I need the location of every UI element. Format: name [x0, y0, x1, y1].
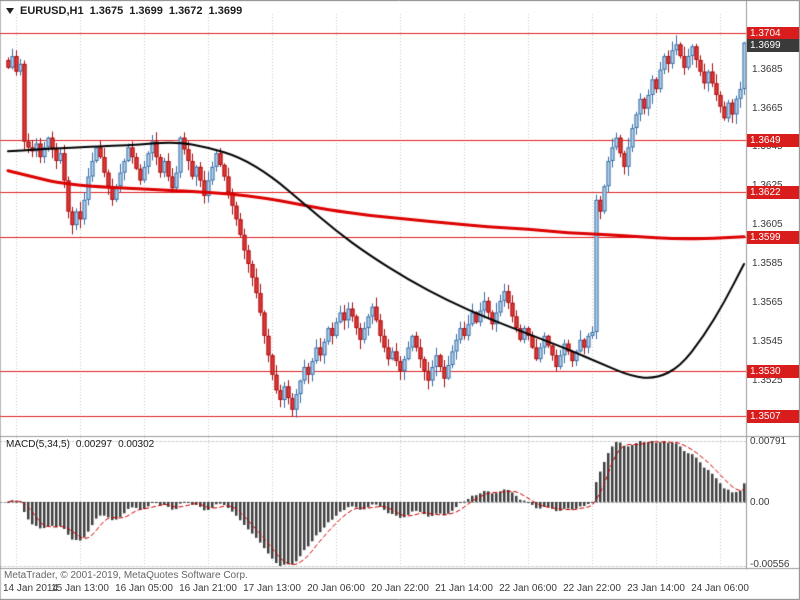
- symbol-timeframe-label: EURUSD,H1: [20, 5, 84, 17]
- x-axis-label: 17 Jan 13:00: [243, 583, 301, 594]
- price-axis-label: 1.3565: [752, 297, 783, 308]
- ohlc-close-value: 1.3699: [208, 5, 243, 17]
- price-axis-label: 1.3605: [752, 219, 783, 230]
- copyright-text: MetaTrader, © 2001-2019, MetaQuotes Soft…: [4, 570, 248, 581]
- x-axis-label: 16 Jan 21:00: [179, 583, 237, 594]
- price-level-badge: 1.3649: [747, 134, 799, 147]
- ohlc-open-value: 1.3675: [89, 5, 124, 17]
- macd-name: MACD(5,34,5): [6, 439, 70, 450]
- chart-shift-icon: [6, 8, 14, 14]
- x-axis-label: 22 Jan 22:00: [563, 583, 621, 594]
- macd-axis-zero-label: 0.00: [750, 497, 770, 508]
- price-axis-label: 1.3625: [752, 180, 783, 192]
- macd-main-value: 0.00297: [75, 439, 113, 450]
- price-axis-label: 1.3665: [752, 103, 783, 114]
- x-axis-label: 20 Jan 06:00: [307, 583, 365, 594]
- price-level-badge: 1.3507: [747, 410, 799, 423]
- x-axis-label: 15 Jan 13:00: [51, 583, 109, 594]
- price-axis-label: 1.3545: [752, 336, 783, 347]
- macd-signal-value: 0.00302: [118, 439, 155, 450]
- price-level-badge: 1.3622: [747, 186, 799, 199]
- ohlc-low-value: 1.3672: [168, 5, 203, 17]
- x-axis-label: 23 Jan 14:00: [627, 583, 685, 594]
- price-axis-label: 1.3685: [752, 64, 783, 75]
- macd-indicator-label: MACD(5,34,5) 0.00297 0.00302: [6, 439, 154, 450]
- x-axis-label: 22 Jan 06:00: [499, 583, 557, 594]
- price-axis-label: 1.3525: [752, 375, 783, 386]
- macd-axis-max-label: 0.00791: [750, 436, 787, 447]
- price-level-badge: 1.3599: [747, 231, 799, 244]
- price-level-badge: 1.3530: [747, 365, 799, 378]
- x-axis-label: 16 Jan 05:00: [115, 583, 173, 594]
- chart-header: EURUSD,H1 1.3675 1.3699 1.3672 1.3699: [6, 5, 242, 17]
- x-axis-label: 24 Jan 06:00: [691, 583, 749, 594]
- price-axis-label: 1.3585: [752, 258, 783, 269]
- price-level-badge: 1.3704: [747, 27, 799, 40]
- x-axis-label: 20 Jan 22:00: [371, 583, 429, 594]
- current-price-badge: 1.3699: [747, 39, 799, 52]
- ohlc-high-value: 1.3699: [129, 5, 163, 17]
- macd-axis-min-label: -0.00556: [750, 559, 790, 570]
- x-axis-label: 14 Jan 2014: [3, 583, 59, 594]
- x-axis-label: 21 Jan 14:00: [435, 583, 493, 594]
